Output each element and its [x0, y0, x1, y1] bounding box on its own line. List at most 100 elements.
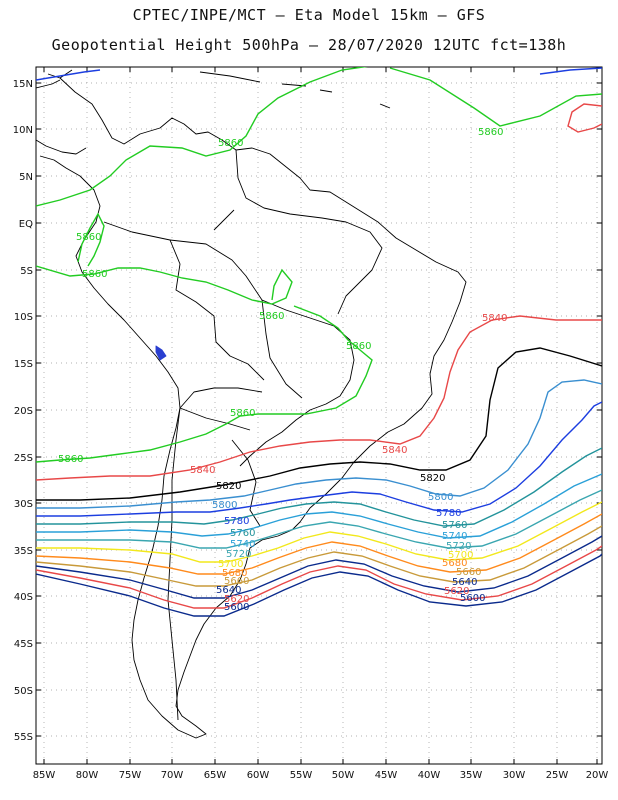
contour-label: 5820: [420, 473, 445, 484]
coastlines: [36, 69, 467, 739]
contour-5840-line: [567, 103, 602, 133]
contour-label: 5700: [448, 550, 473, 561]
contour-label: 5800: [212, 500, 237, 511]
lat-label: 10N: [13, 125, 33, 136]
contour-label: 5860: [230, 408, 255, 419]
brazil-borders: [169, 149, 383, 467]
map-subtitle: Geopotential Height 500hPa – 28/07/2020 …: [51, 36, 567, 54]
map-frame: [35, 66, 603, 765]
lon-label: 25W: [546, 770, 569, 781]
contour-label: 5860: [478, 127, 503, 138]
lat-label: 5S: [20, 266, 33, 277]
contour-label: 5620: [444, 586, 469, 597]
contour-label: 5600: [224, 602, 249, 613]
contour-5700-line: [36, 501, 602, 563]
lon-label: 65W: [204, 770, 227, 781]
map-title: CPTEC/INPE/MCT – Eta Model 15km – GFS: [132, 6, 486, 24]
contour-label: 5800: [428, 492, 453, 503]
contour-label: 5740: [230, 539, 255, 550]
stray-line: [36, 69, 101, 81]
contour-5720-line: [36, 489, 602, 549]
contour-5740-line: [36, 473, 602, 539]
contour-label: 5860: [76, 232, 101, 243]
lon-label: 35W: [460, 770, 483, 781]
lat-label: 30S: [14, 499, 33, 510]
contour-5780-line: [36, 401, 602, 517]
central-america-coastline: [36, 69, 87, 155]
contour-5860-line: [36, 305, 373, 463]
contour-5760-line: [36, 447, 602, 527]
contour-label: 5700: [218, 559, 243, 570]
contour-label: 5640: [216, 585, 241, 596]
lat-label: 15S: [14, 359, 33, 370]
contour-5680-line: [36, 513, 602, 575]
lon-label: 55W: [290, 770, 313, 781]
contour-label: 5860: [58, 454, 83, 465]
contour-label: 5720: [446, 541, 471, 552]
contour-label: 5840: [190, 465, 215, 476]
contour-5600-line: [36, 553, 602, 617]
lake-titicaca: [155, 345, 167, 361]
contour-labels: 5860 5860 5860 5860 5860 5860 5860 5860 …: [58, 127, 507, 613]
contour-5860-line: [36, 265, 293, 305]
contour-label: 5860: [259, 311, 284, 322]
contour-label: 5680: [442, 558, 467, 569]
lat-label: 20S: [14, 406, 33, 417]
lon-label: 30W: [503, 770, 526, 781]
lon-label: 60W: [247, 770, 270, 781]
south-america-coastline: [39, 73, 467, 739]
lat-label: 15N: [13, 79, 33, 90]
lat-label: 10S: [14, 312, 33, 323]
contour-5860-line: [389, 67, 602, 127]
lon-label: 40W: [418, 770, 441, 781]
caribbean-islands: [199, 71, 391, 109]
contour-label: 5840: [382, 445, 407, 456]
contour-label: 5600: [460, 593, 485, 604]
lat-label: 50S: [14, 686, 33, 697]
lon-label: 45W: [375, 770, 398, 781]
contour-5840-line: [36, 315, 602, 481]
contour-label: 5680: [222, 568, 247, 579]
stray-line: [539, 67, 602, 75]
contour-label: 5820: [216, 481, 241, 492]
contour-label: 5860: [82, 269, 107, 280]
contour-label: 5780: [224, 516, 249, 527]
contour-5620-line: [36, 545, 602, 609]
lon-label: 50W: [332, 770, 355, 781]
height-contours: [36, 67, 602, 617]
contour-label: 5780: [436, 508, 461, 519]
lat-axis: 15N 10N 5N EQ 5S 10S 15S 20S 25S 30S 35S…: [13, 79, 33, 743]
contour-label: 5760: [230, 528, 255, 539]
contour-5640-line: [36, 535, 602, 599]
contour-label: 5860: [218, 138, 243, 149]
lon-label: 70W: [161, 770, 184, 781]
lat-label: EQ: [19, 219, 33, 230]
contour-5800-line: [36, 379, 602, 509]
lat-label: 35S: [14, 546, 33, 557]
contour-label: 5860: [346, 341, 371, 352]
lon-label: 75W: [119, 770, 142, 781]
lat-label: 45S: [14, 639, 33, 650]
inner-borders: [103, 221, 265, 721]
contour-5820-line: [36, 347, 602, 501]
contour-label: 5840: [482, 313, 507, 324]
lat-label: 25S: [14, 453, 33, 464]
lat-label: 5N: [19, 172, 33, 183]
contour-5860-line: [36, 67, 368, 207]
lat-label: 55S: [14, 732, 33, 743]
grid-lines: [36, 67, 602, 764]
contour-label: 5640: [452, 577, 477, 588]
lon-label: 20W: [586, 770, 609, 781]
contour-label: 5620: [224, 594, 249, 605]
lon-label: 80W: [76, 770, 99, 781]
contour-5660-line: [36, 525, 602, 587]
contour-label: 5660: [224, 576, 249, 587]
lat-label: 40S: [14, 592, 33, 603]
contour-label: 5760: [442, 520, 467, 531]
lon-label: 85W: [33, 770, 56, 781]
contour-5860-line: [77, 212, 105, 267]
contour-label: 5740: [442, 531, 467, 542]
contour-label: 5660: [456, 567, 481, 578]
contour-label: 5720: [226, 549, 251, 560]
